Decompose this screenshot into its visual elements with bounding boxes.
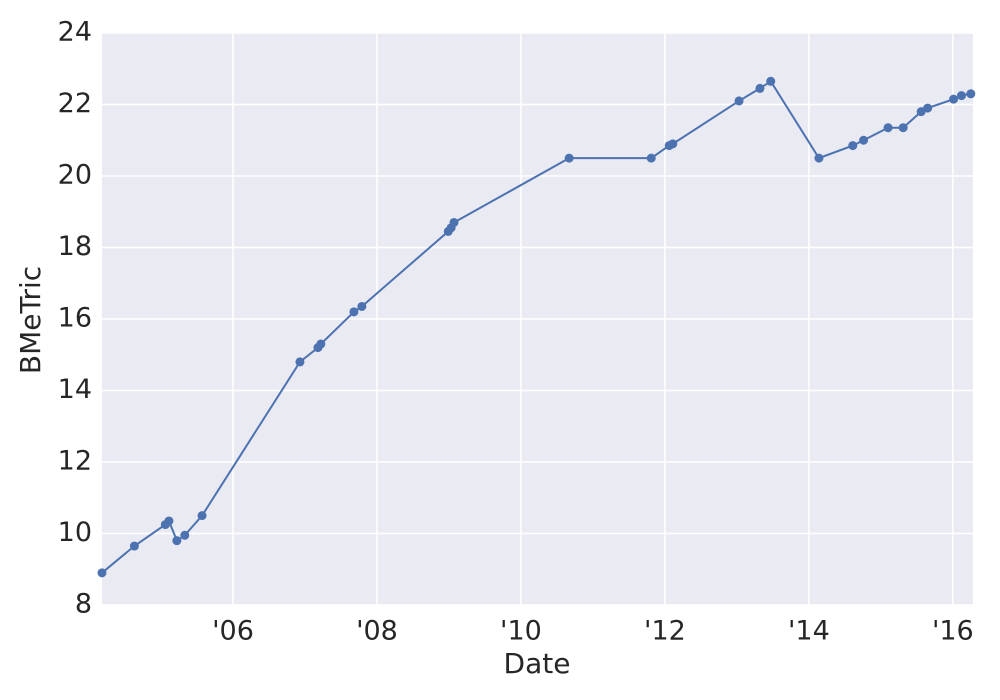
data-point bbox=[859, 135, 869, 145]
data-point bbox=[295, 357, 305, 367]
data-point bbox=[164, 516, 174, 526]
x-tick-label: '12 bbox=[644, 616, 686, 647]
x-tick-label: '10 bbox=[500, 616, 542, 647]
data-point bbox=[734, 96, 744, 106]
y-tick-label: 8 bbox=[75, 589, 92, 620]
y-tick-label: 14 bbox=[58, 374, 92, 405]
data-point bbox=[766, 76, 776, 86]
data-point bbox=[180, 530, 190, 540]
data-point bbox=[923, 103, 933, 113]
y-tick-label: 10 bbox=[58, 517, 92, 548]
x-tick-label: '06 bbox=[212, 616, 254, 647]
data-point bbox=[197, 511, 207, 521]
y-axis-label: BMeTric bbox=[14, 266, 47, 374]
data-point bbox=[172, 536, 182, 546]
data-point bbox=[956, 91, 966, 101]
data-point bbox=[316, 339, 326, 349]
x-tick-label: '14 bbox=[788, 616, 830, 647]
data-point bbox=[898, 123, 908, 133]
data-point bbox=[349, 307, 359, 317]
data-point bbox=[449, 217, 459, 227]
data-point bbox=[814, 153, 824, 163]
data-point bbox=[97, 568, 107, 578]
data-point bbox=[848, 141, 858, 151]
x-axis-label: Date bbox=[504, 647, 571, 680]
data-point bbox=[949, 94, 959, 104]
data-point bbox=[966, 89, 976, 99]
y-tick-label: 20 bbox=[58, 160, 92, 191]
x-tick-label: '16 bbox=[932, 616, 974, 647]
data-point bbox=[646, 153, 656, 163]
y-tick-label: 16 bbox=[58, 303, 92, 334]
y-tick-label: 12 bbox=[58, 446, 92, 477]
data-point bbox=[357, 301, 367, 311]
y-tick-label: 24 bbox=[58, 17, 92, 48]
data-point bbox=[883, 123, 893, 133]
y-tick-label: 18 bbox=[58, 231, 92, 262]
data-point bbox=[129, 541, 139, 551]
data-point bbox=[668, 139, 678, 149]
data-point bbox=[564, 153, 574, 163]
data-point bbox=[755, 83, 765, 93]
y-tick-label: 22 bbox=[58, 88, 92, 119]
x-tick-label: '08 bbox=[356, 616, 398, 647]
